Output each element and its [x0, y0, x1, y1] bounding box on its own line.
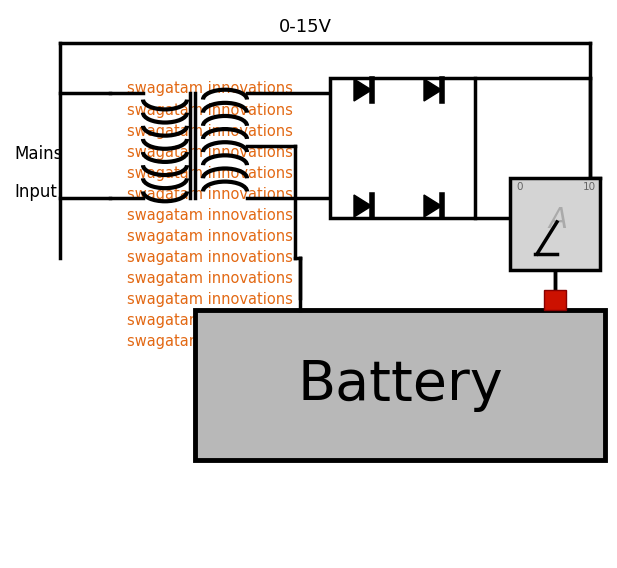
Text: swagatam innovations: swagatam innovations	[127, 228, 293, 244]
Text: 0-15V: 0-15V	[278, 18, 331, 36]
Text: swagatam innovations: swagatam innovations	[127, 144, 293, 160]
Text: swagatam innovations: swagatam innovations	[127, 81, 293, 95]
Text: Mains: Mains	[14, 145, 62, 163]
Bar	[195, 310, 605, 460]
Bar	[544, 290, 566, 310]
Text: swagatam innovations: swagatam innovations	[127, 207, 293, 223]
Text: 0: 0	[516, 182, 523, 192]
Polygon shape	[354, 79, 371, 101]
Text: swagatam innovations: swagatam innovations	[127, 186, 293, 202]
Polygon shape	[354, 195, 371, 217]
Polygon shape	[424, 195, 442, 217]
Text: 10: 10	[583, 182, 596, 192]
Text: swagatam innovations: swagatam innovations	[127, 333, 293, 349]
Text: swagatam innovations: swagatam innovations	[127, 123, 293, 139]
Bar	[330, 78, 475, 218]
Text: swagatam innovations: swagatam innovations	[127, 291, 293, 307]
Text: A: A	[549, 206, 568, 234]
Bar	[510, 178, 600, 270]
Text: swagatam innovations: swagatam innovations	[127, 312, 293, 328]
Text: Input: Input	[14, 183, 57, 201]
Text: swagatam innovations: swagatam innovations	[127, 165, 293, 181]
Text: swagatam innovations: swagatam innovations	[127, 102, 293, 118]
Text: swagatam innovations: swagatam innovations	[127, 249, 293, 265]
Text: Battery: Battery	[297, 358, 503, 412]
Polygon shape	[424, 79, 442, 101]
Text: swagatam innovations: swagatam innovations	[127, 270, 293, 286]
